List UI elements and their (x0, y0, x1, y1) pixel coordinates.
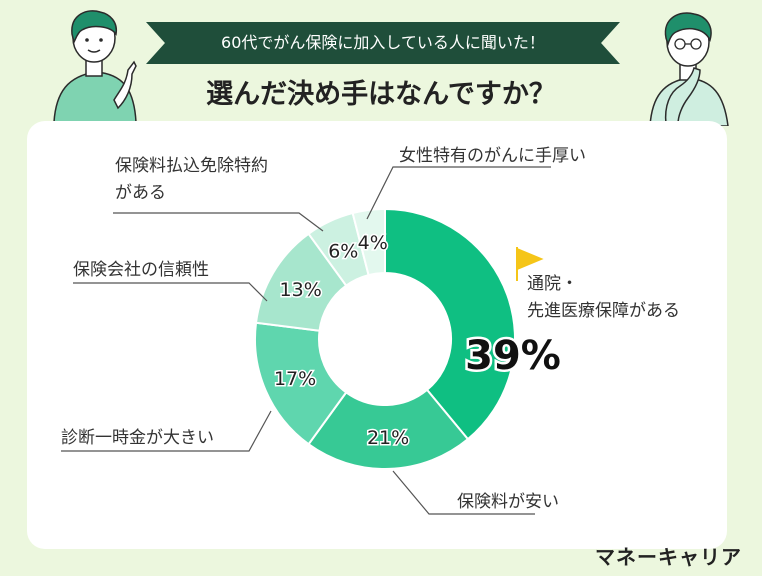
slice-value-label-1: 39% (465, 333, 561, 379)
slice-value-label-6: 4% (358, 232, 388, 254)
slice-category-label-5: 保険料払込免除特約 (115, 156, 268, 176)
leader-line-4 (73, 282, 268, 302)
slice-value-label-2: 21% (367, 427, 409, 449)
highlight-flag-icon (516, 247, 544, 281)
slice-category-label-4: 保険会社の信頼性 (73, 260, 209, 280)
person-right-illustration (649, 12, 729, 126)
donut-chart: 39% 通院・先進医療保障がある 21% 保険料が安い 17% 診断一時金が大きい 13% 保… (61, 146, 680, 515)
slice-value-label-4: 13% (280, 279, 322, 301)
slice-category-label-6: 女性特有のがんに手厚い (399, 146, 586, 166)
header-banner: 60代でがん保険に加入している人に聞いた！ (146, 22, 620, 64)
page-title: 選んだ決め手はなんですか？ (206, 79, 556, 110)
slice-category-label-2: 保険料が安い (457, 492, 559, 512)
donut-slice-2 (307, 388, 470, 470)
slice-value-label-5: 6% (328, 240, 358, 262)
person-left-illustration (53, 10, 137, 122)
chart-card: 39% 通院・先進医療保障がある 21% 保険料が安い 17% 診断一時金が大きい 13% 保… (27, 121, 727, 549)
slice-category-label-1: 通院・ (527, 274, 578, 294)
slice-category-label-1: 先進医療保障がある (527, 301, 680, 321)
slice-category-label-5: がある (115, 183, 166, 203)
donut-slice-6 (351, 207, 386, 277)
leader-line-2 (392, 470, 535, 515)
slice-category-label-3: 診断一時金が大きい (61, 428, 214, 448)
slice-value-label-3: 17% (274, 368, 316, 390)
leader-line-6 (366, 166, 551, 220)
leader-line-5 (113, 212, 324, 232)
donut-slice-1 (384, 207, 516, 441)
brand-logo: マネーキャリア (595, 545, 742, 569)
leader-line-3 (61, 410, 272, 452)
